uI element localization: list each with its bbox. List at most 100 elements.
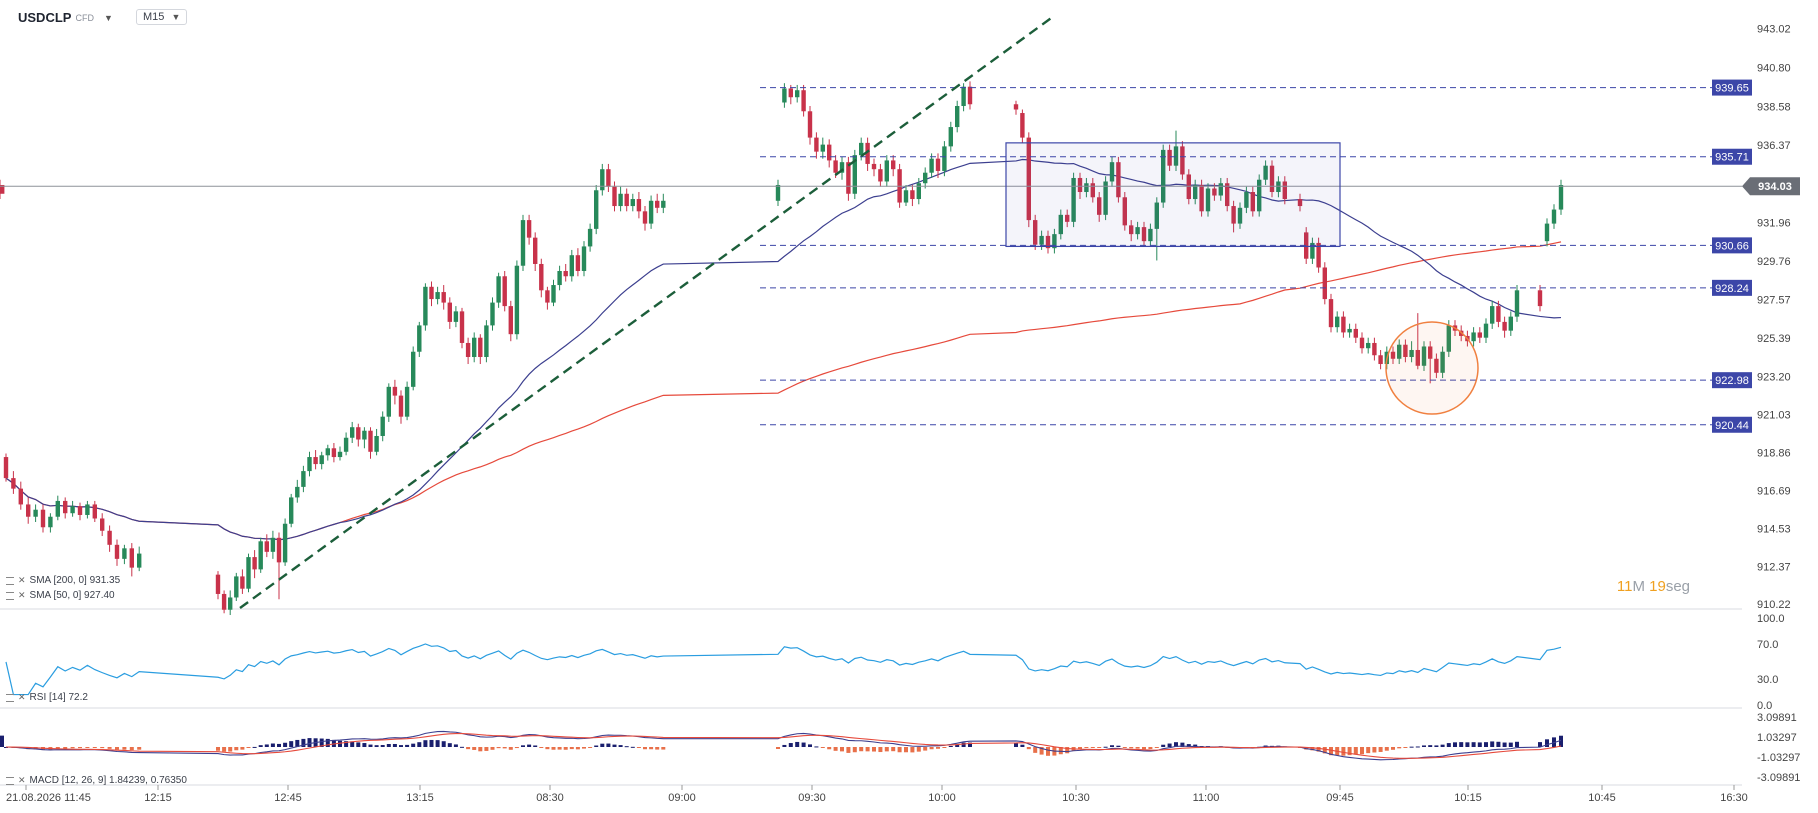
macd-histogram-bar	[1084, 747, 1089, 748]
candle-body	[325, 448, 330, 456]
macd-histogram-bar	[1403, 747, 1408, 748]
price-tick-label: 923.20	[1757, 371, 1791, 383]
macd-histogram-bar	[1148, 747, 1153, 750]
price-tick-label: 921.03	[1757, 409, 1791, 421]
macd-histogram-bar	[325, 738, 330, 747]
symbol-name[interactable]: USDCLP	[18, 10, 72, 25]
legend-settings-icon[interactable]	[6, 576, 14, 585]
candle-body	[526, 220, 532, 238]
close-icon[interactable]: ✕	[18, 775, 26, 785]
candle-body	[380, 416, 385, 436]
current-price-tag	[1742, 177, 1800, 196]
macd-histogram-bar	[897, 747, 902, 753]
price-tick-label: 925.39	[1757, 333, 1791, 345]
macd-histogram-bar	[466, 747, 471, 750]
candle-body	[569, 255, 574, 277]
timeframe-selector[interactable]: M15 ▼	[136, 9, 188, 25]
candle-body	[1225, 183, 1230, 207]
price-tick-label: 927.57	[1757, 295, 1791, 307]
candle-body	[1310, 242, 1315, 259]
candle-body	[1347, 328, 1352, 333]
candle-body	[319, 455, 324, 465]
price-tick-label: 910.22	[1757, 599, 1791, 611]
legend-settings-icon[interactable]	[6, 591, 14, 600]
candle-body	[1071, 177, 1076, 222]
candle-body	[337, 451, 343, 458]
candle-body	[350, 427, 355, 438]
macd-histogram-bar	[910, 747, 915, 753]
candle-body	[502, 276, 507, 307]
macd-histogram-bar	[453, 744, 458, 747]
close-icon[interactable]: ✕	[18, 692, 26, 702]
macd-histogram-bar	[1347, 747, 1352, 756]
macd-histogram-bar	[1058, 747, 1063, 755]
macd-histogram-bar	[636, 747, 641, 748]
close-icon[interactable]: ✕	[18, 590, 26, 600]
macd-histogram-bar	[70, 747, 75, 749]
macd-histogram-bar	[1446, 743, 1451, 747]
candle-body	[114, 544, 120, 559]
legend-rsi[interactable]: ✕ RSI [14] 72.2	[6, 692, 88, 703]
candle-body	[1304, 232, 1309, 259]
candle-body	[1045, 235, 1051, 249]
candle-body	[1359, 337, 1365, 349]
macd-histogram-bar	[1415, 746, 1420, 748]
chevron-down-icon[interactable]: ▼	[103, 12, 113, 23]
candle-body	[624, 193, 629, 207]
candle-body	[630, 199, 635, 207]
candle-body	[891, 160, 896, 170]
candle-body	[137, 553, 142, 568]
macd-histogram-bar	[362, 743, 367, 747]
macd-histogram-bar	[776, 747, 780, 750]
candle-body	[827, 144, 832, 161]
legend-settings-icon[interactable]	[6, 776, 14, 785]
candle-body	[48, 516, 53, 528]
macd-histogram-bar	[1341, 747, 1346, 756]
legend-sma50[interactable]: ✕ SMA [50, 0] 927.40	[6, 590, 115, 601]
macd-tick-label: 1.03297	[1757, 732, 1797, 744]
price-tag-label: 920.44	[1715, 420, 1749, 432]
candle-body	[234, 576, 239, 598]
macd-histogram-bar	[1097, 747, 1102, 748]
candle-body	[1537, 290, 1543, 307]
macd-histogram-bar	[521, 745, 525, 747]
macd-histogram-bar	[1322, 747, 1327, 754]
candle-body	[228, 597, 233, 610]
symbol-header[interactable]: USDCLP CFD ▼	[18, 10, 113, 25]
sma50-line	[5, 158, 1562, 541]
macd-histogram-bar	[782, 744, 787, 747]
candle-body	[1135, 227, 1140, 235]
candle-body	[1397, 344, 1402, 359]
price-tag-label: 939.65	[1715, 83, 1749, 95]
macd-histogram-bar	[1129, 747, 1134, 749]
candle-body	[215, 574, 221, 594]
macd-histogram-bar	[350, 741, 355, 747]
macd-histogram-bar	[1471, 742, 1476, 747]
candle-body	[1440, 351, 1445, 373]
candle-body	[270, 537, 276, 552]
close-icon[interactable]: ✕	[18, 575, 26, 585]
candle-body	[563, 270, 568, 277]
candle-body	[221, 593, 227, 610]
macd-histogram-bar	[78, 747, 82, 749]
macd-histogram-bar	[100, 747, 105, 749]
macd-histogram-bar	[246, 747, 251, 748]
candle-body	[472, 337, 477, 358]
legend-macd[interactable]: ✕ MACD [12, 26, 9] 1.84239, 0.76350	[6, 775, 187, 786]
candle-body	[1551, 209, 1557, 224]
candle-body	[1446, 325, 1451, 352]
macd-histogram-bar	[392, 743, 397, 747]
time-tick-label: 13:15	[406, 792, 434, 804]
legend-settings-icon[interactable]	[6, 693, 14, 702]
timer-min-unit: M	[1632, 578, 1645, 595]
macd-histogram-bar	[1014, 743, 1018, 747]
candle-body	[398, 395, 404, 417]
candle-body	[916, 183, 921, 200]
macd-histogram-bar	[1453, 742, 1457, 747]
macd-histogram-bar	[795, 741, 800, 747]
macd-histogram-bar	[295, 739, 300, 747]
macd-histogram-bar	[514, 747, 519, 749]
candle-body	[447, 302, 452, 322]
legend-sma200[interactable]: ✕ SMA [200, 0] 931.35	[6, 575, 120, 586]
